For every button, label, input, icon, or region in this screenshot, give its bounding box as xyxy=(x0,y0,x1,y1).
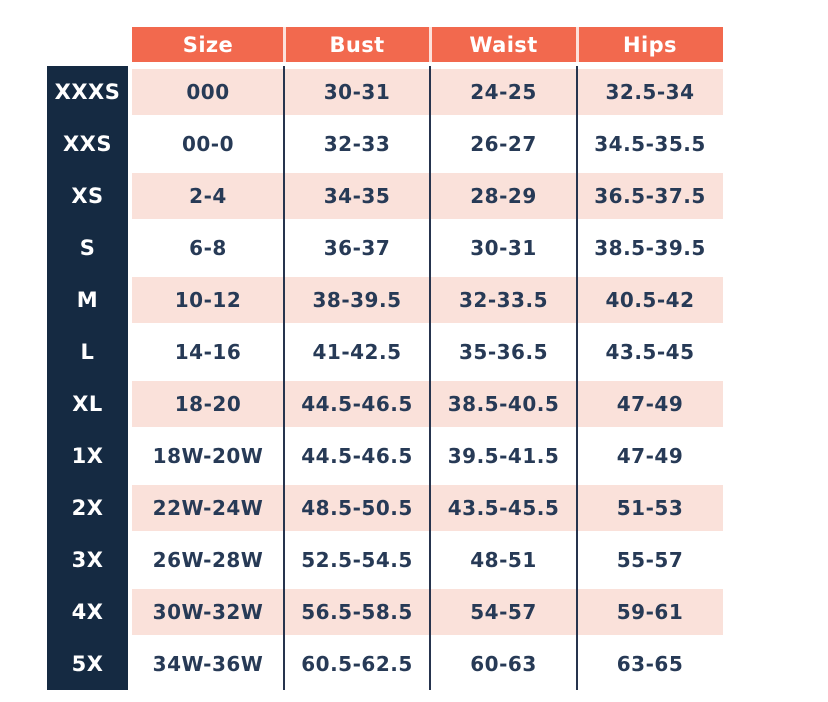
column-divider xyxy=(429,66,431,690)
row-label: XL xyxy=(72,392,103,416)
table-cell: 30-31 xyxy=(470,236,537,260)
table-cell: 52.5-54.5 xyxy=(301,548,413,572)
table-row: 22W-24W 48.5-50.5 43.5-45.5 51-53 xyxy=(132,482,723,534)
table-row: 34W-36W 60.5-62.5 60-63 63-65 xyxy=(132,638,723,690)
table-body: 000 30-31 24-25 32.5-34 00-0 32-33 26-27 34.5-3… xyxy=(132,66,723,690)
column-divider xyxy=(283,66,285,690)
table-row: 00-0 32-33 26-27 34.5-35.5 xyxy=(132,118,723,170)
table-cell: 22W-24W xyxy=(152,496,264,520)
table-cell: 56.5-58.5 xyxy=(301,600,413,624)
table-cell: 59-61 xyxy=(616,600,684,624)
table-cell: 000 xyxy=(186,80,230,104)
table-cell: 55-57 xyxy=(616,548,684,572)
table-cell: 10-12 xyxy=(174,288,242,312)
table-cell: 32.5-34 xyxy=(605,80,695,104)
column-header-hips: Hips xyxy=(623,32,677,57)
header-divider xyxy=(576,27,579,62)
table-cell: 44.5-46.5 xyxy=(301,444,413,468)
table-cell: 48-51 xyxy=(470,548,537,572)
row-label: S xyxy=(79,236,96,260)
table-row: 30W-32W 56.5-58.5 54-57 59-61 xyxy=(132,586,723,638)
column-divider xyxy=(576,66,578,690)
table-cell: 30W-32W xyxy=(152,600,264,624)
row-label: 1X xyxy=(71,444,104,468)
table-cell: 41-42.5 xyxy=(312,340,402,364)
table-cell: 48.5-50.5 xyxy=(301,496,413,520)
table-cell: 40.5-42 xyxy=(605,288,695,312)
table-cell: 60.5-62.5 xyxy=(301,652,413,676)
table-cell: 14-16 xyxy=(174,340,242,364)
row-label: 4X xyxy=(71,600,104,624)
header-divider xyxy=(283,27,286,62)
table-cell: 38.5-39.5 xyxy=(594,236,706,260)
table-cell: 32-33 xyxy=(323,132,391,156)
table-cell: 26W-28W xyxy=(152,548,264,572)
table-cell: 35-36.5 xyxy=(459,340,548,364)
table-cell: 44.5-46.5 xyxy=(301,392,413,416)
table-cell: 63-65 xyxy=(616,652,684,676)
table-cell: 32-33.5 xyxy=(459,288,548,312)
row-label: XXS xyxy=(62,132,112,156)
column-header-bust: Bust xyxy=(329,32,385,57)
column-header-size: Size xyxy=(182,32,234,57)
table-cell: 51-53 xyxy=(616,496,684,520)
header-divider xyxy=(429,27,432,62)
column-header-waist: Waist xyxy=(469,32,538,57)
table-cell: 18-20 xyxy=(174,392,242,416)
row-label: 2X xyxy=(71,496,104,520)
row-label: XXXS xyxy=(54,80,121,104)
table-cell: 26-27 xyxy=(470,132,537,156)
table-row: 000 30-31 24-25 32.5-34 xyxy=(132,66,723,118)
table-header: Size Bust Waist Hips xyxy=(132,27,723,62)
table-cell: 6-8 xyxy=(189,236,227,260)
table-cell: 43.5-45 xyxy=(605,340,695,364)
table-cell: 36.5-37.5 xyxy=(594,184,706,208)
table-cell: 34-35 xyxy=(323,184,391,208)
row-label: M xyxy=(76,288,99,312)
table-row: 14-16 41-42.5 35-36.5 43.5-45 xyxy=(132,326,723,378)
table-cell: 47-49 xyxy=(616,392,684,416)
table-row: 6-8 36-37 30-31 38.5-39.5 xyxy=(132,222,723,274)
table-cell: 28-29 xyxy=(470,184,537,208)
table-cell: 54-57 xyxy=(470,600,537,624)
table-cell: 24-25 xyxy=(470,80,537,104)
table-row: 10-12 38-39.5 32-33.5 40.5-42 xyxy=(132,274,723,326)
table-cell: 47-49 xyxy=(616,444,684,468)
table-row: 26W-28W 52.5-54.5 48-51 55-57 xyxy=(132,534,723,586)
row-label: XS xyxy=(71,184,104,208)
table-cell: 34.5-35.5 xyxy=(594,132,706,156)
table-cell: 36-37 xyxy=(323,236,391,260)
row-label: 3X xyxy=(71,548,104,572)
table-cell: 00-0 xyxy=(181,132,235,156)
table-cell: 2-4 xyxy=(189,184,227,208)
size-labels: XXXS XXS XS S M L XL 1X 2X 3X 4X 5X xyxy=(47,66,128,690)
table-cell: 30-31 xyxy=(323,80,391,104)
row-label: L xyxy=(80,340,95,364)
table-cell: 39.5-41.5 xyxy=(447,444,560,468)
table-cell: 60-63 xyxy=(470,652,537,676)
table-cell: 38-39.5 xyxy=(312,288,402,312)
table-cell: 43.5-45.5 xyxy=(447,496,560,520)
table-cell: 34W-36W xyxy=(152,652,264,676)
table-cell: 18W-20W xyxy=(152,444,264,468)
table-cell: 38.5-40.5 xyxy=(447,392,560,416)
table-row: 18-20 44.5-46.5 38.5-40.5 47-49 xyxy=(132,378,723,430)
table-row: 2-4 34-35 28-29 36.5-37.5 xyxy=(132,170,723,222)
row-label: 5X xyxy=(71,652,104,676)
table-row: 18W-20W 44.5-46.5 39.5-41.5 47-49 xyxy=(132,430,723,482)
